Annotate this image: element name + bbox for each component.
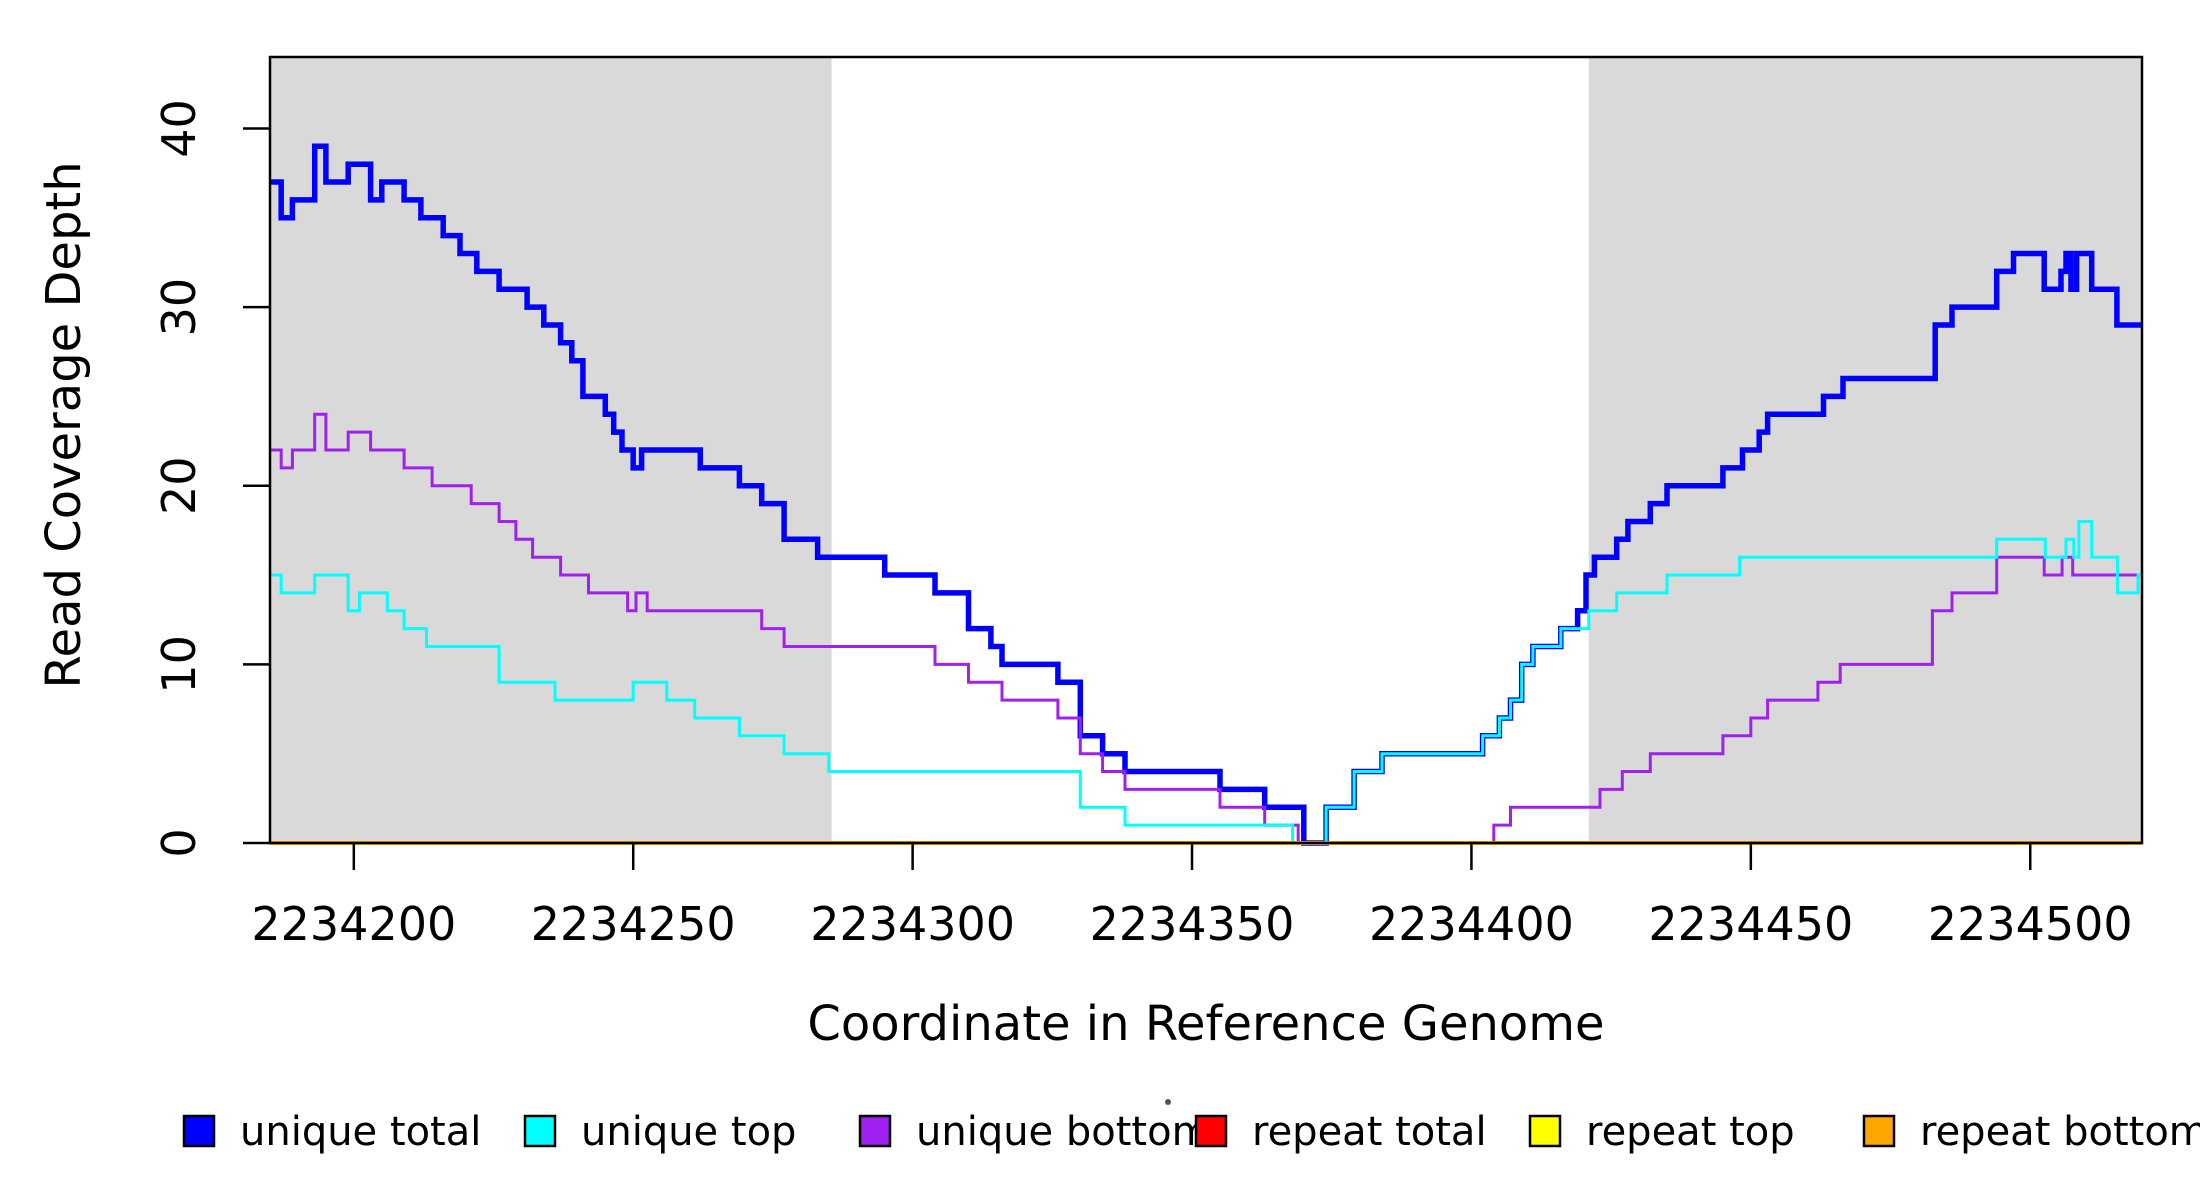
series-line-unique-bottom — [270, 412, 2142, 845]
y-axis-title: Read Coverage Depth — [36, 161, 92, 688]
legend-label-unique-total: unique total — [240, 1109, 481, 1155]
series-line-unique-total — [270, 143, 2142, 846]
legend-swatch-repeat-bottom — [1862, 1114, 1896, 1148]
x-tick-label: 2234400 — [1369, 897, 1574, 951]
y-tick-label: 20 — [152, 456, 206, 515]
x-axis-title: Coordinate in Reference Genome — [807, 996, 1604, 1052]
x-tick-label: 2234250 — [531, 897, 736, 951]
shaded-region-1 — [1588, 57, 2142, 843]
x-tick-label: 2234500 — [1928, 897, 2133, 951]
y-tick-label: 10 — [152, 635, 206, 694]
x-tick-label: 2234450 — [1648, 897, 1853, 951]
legend-swatch-unique-bottom — [858, 1114, 892, 1148]
legend-label-unique-bottom: unique bottom — [916, 1109, 1211, 1155]
x-tick-label: 2234300 — [810, 897, 1015, 951]
x-tick-label: 2234350 — [1090, 897, 1295, 951]
legend-label-repeat-total: repeat total — [1252, 1109, 1487, 1155]
legend-swatch-repeat-total — [1194, 1114, 1228, 1148]
legend-swatch-unique-top — [523, 1114, 557, 1148]
series-line-unique-top — [270, 520, 2142, 845]
legend-label-unique-top: unique top — [581, 1109, 796, 1155]
shaded-region-0 — [270, 57, 832, 843]
y-tick-label: 40 — [152, 99, 206, 158]
y-tick-label: 0 — [152, 828, 206, 857]
legend-swatch-unique-total — [182, 1114, 216, 1148]
legend-swatch-repeat-top — [1528, 1114, 1562, 1148]
x-tick-label: 2234200 — [251, 897, 456, 951]
stray-dot — [1165, 1099, 1171, 1105]
legend-label-repeat-top: repeat top — [1586, 1109, 1795, 1155]
y-tick-label: 30 — [152, 278, 206, 337]
plot-box — [268, 55, 2144, 845]
legend-label-repeat-bottom: repeat bottom — [1920, 1109, 2200, 1155]
